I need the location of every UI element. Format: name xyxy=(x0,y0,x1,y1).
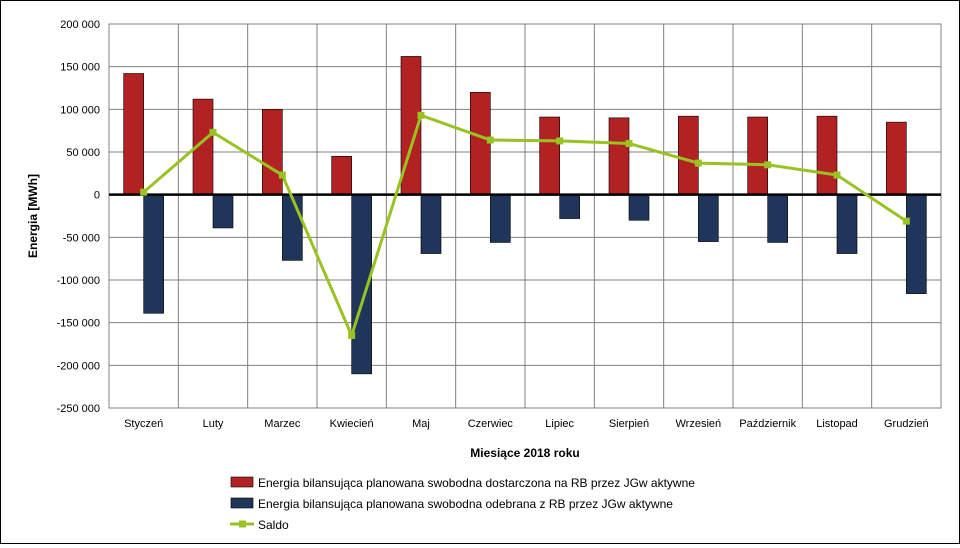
y-tick-label: -50 000 xyxy=(63,232,100,244)
legend: Energia bilansująca planowana swobodna d… xyxy=(230,476,695,532)
y-tick-label: 100 000 xyxy=(60,104,100,116)
x-tick-label: Maj xyxy=(412,418,430,430)
saldo-point xyxy=(902,217,910,225)
saldo-point xyxy=(209,128,217,136)
y-tick-label: -200 000 xyxy=(57,360,100,372)
y-tick-label: 0 xyxy=(94,190,100,202)
saldo-point xyxy=(694,159,702,167)
bar-received xyxy=(698,194,719,242)
x-tick-label: Czerwiec xyxy=(468,418,514,430)
saldo-point xyxy=(764,161,772,169)
bars xyxy=(123,56,927,375)
legend-label: Energia bilansująca planowana swobodna o… xyxy=(258,497,673,511)
bar-received xyxy=(212,194,234,229)
bar-delivered xyxy=(608,117,630,195)
bar-received xyxy=(906,194,927,294)
y-tick-label: 150 000 xyxy=(60,62,100,74)
x-axis-title: Miesiące 2018 roku xyxy=(470,446,579,460)
x-tick-label: Kwiecień xyxy=(330,418,374,430)
bar-delivered xyxy=(539,116,560,195)
y-tick-label: 200 000 xyxy=(60,19,100,31)
bar-received xyxy=(282,194,303,261)
bar-delivered xyxy=(678,115,699,195)
legend-marker xyxy=(239,520,246,528)
saldo-point xyxy=(556,137,564,145)
x-tick-label: Styczeń xyxy=(124,418,163,430)
saldo-point xyxy=(348,331,356,339)
y-tick-label: 50 000 xyxy=(66,147,100,159)
legend-label: Saldo xyxy=(258,518,289,532)
x-tick-label: Lipiec xyxy=(545,418,574,430)
x-tick-label: Grudzień xyxy=(884,418,929,430)
legend-swatch xyxy=(230,497,254,509)
saldo-point xyxy=(278,171,286,179)
x-tick-label: Listopad xyxy=(816,418,858,430)
bar-delivered xyxy=(816,115,838,195)
bar-delivered xyxy=(331,155,352,195)
bar-delivered xyxy=(123,73,144,195)
x-tick-label: Wrzesień xyxy=(676,418,722,430)
bar-received xyxy=(420,194,442,254)
x-tick-label: Luty xyxy=(203,418,224,430)
y-axis-title: Energia [MWh] xyxy=(26,174,40,258)
bar-delivered xyxy=(886,121,907,195)
saldo-point xyxy=(140,188,148,196)
saldo-point xyxy=(486,136,494,144)
y-tick-label: -150 000 xyxy=(57,318,100,330)
bar-received xyxy=(559,194,580,219)
bar-received xyxy=(836,194,858,254)
legend-swatch xyxy=(230,476,254,488)
y-tick-labels: 200 000 150 000 100 000 50 000 0 -50 000 -100 … xyxy=(57,19,100,415)
x-tick-label: Sierpień xyxy=(609,418,649,430)
bar-delivered xyxy=(262,109,283,195)
saldo-point xyxy=(625,139,633,147)
legend-label: Energia bilansująca planowana swobodna d… xyxy=(258,476,695,490)
bar-delivered xyxy=(747,116,768,195)
y-tick-label: -250 000 xyxy=(57,403,100,415)
saldo-line xyxy=(140,111,910,340)
x-tick-label: Marzec xyxy=(264,418,301,430)
x-tick-label: Październik xyxy=(739,418,796,430)
bar-received xyxy=(767,194,788,243)
saldo-point xyxy=(833,171,841,179)
saldo-polyline xyxy=(142,113,908,340)
x-tick-labels: Styczeń Luty Marzec Kwiecień Maj Czerwiec Lipi… xyxy=(124,418,929,430)
y-tick-label: -100 000 xyxy=(57,275,100,287)
bar-received xyxy=(490,194,511,243)
bar-received xyxy=(628,194,650,221)
saldo-point xyxy=(417,111,425,119)
bar-received xyxy=(143,194,164,314)
